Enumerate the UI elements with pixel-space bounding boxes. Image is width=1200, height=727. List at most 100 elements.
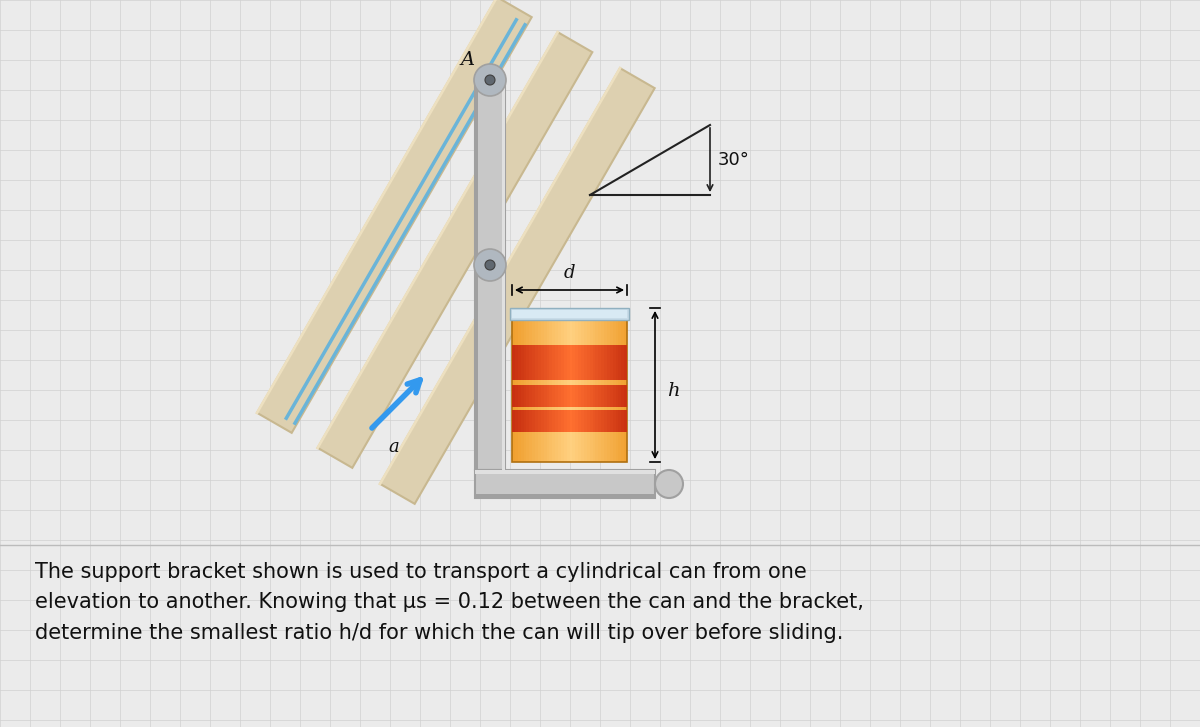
- Bar: [610, 345, 613, 380]
- Bar: [532, 320, 535, 462]
- Bar: [610, 410, 613, 432]
- Bar: [527, 410, 529, 432]
- Bar: [556, 345, 558, 380]
- Bar: [527, 345, 529, 380]
- Bar: [538, 410, 541, 432]
- Bar: [581, 385, 584, 407]
- Bar: [613, 410, 616, 432]
- Bar: [550, 385, 552, 407]
- Bar: [604, 385, 607, 407]
- Bar: [616, 385, 618, 407]
- Bar: [515, 345, 517, 380]
- Text: The support bracket shown is used to transport a cylindrical can from one
elevat: The support bracket shown is used to tra…: [35, 562, 864, 643]
- Bar: [558, 345, 560, 380]
- Bar: [535, 385, 538, 407]
- Circle shape: [485, 260, 496, 270]
- Bar: [515, 320, 517, 462]
- Bar: [595, 410, 599, 432]
- Bar: [475, 80, 505, 470]
- Bar: [622, 320, 624, 462]
- Bar: [572, 385, 575, 407]
- Bar: [546, 385, 550, 407]
- Text: A: A: [460, 51, 474, 69]
- Bar: [510, 308, 629, 320]
- Bar: [523, 385, 527, 407]
- Bar: [624, 320, 628, 462]
- Bar: [601, 410, 604, 432]
- Bar: [552, 410, 556, 432]
- Polygon shape: [380, 68, 655, 504]
- Bar: [618, 410, 622, 432]
- Bar: [517, 385, 521, 407]
- Polygon shape: [318, 32, 593, 468]
- Bar: [581, 410, 584, 432]
- Bar: [624, 410, 628, 432]
- Bar: [556, 385, 558, 407]
- Bar: [544, 410, 546, 432]
- Bar: [599, 345, 601, 380]
- Text: d: d: [564, 264, 575, 282]
- Bar: [523, 320, 527, 462]
- Bar: [529, 320, 532, 462]
- Circle shape: [485, 75, 496, 85]
- Bar: [532, 410, 535, 432]
- Bar: [610, 385, 613, 407]
- Bar: [541, 385, 544, 407]
- Bar: [475, 494, 655, 498]
- Bar: [587, 410, 589, 432]
- Bar: [535, 410, 538, 432]
- Bar: [575, 410, 578, 432]
- Bar: [546, 410, 550, 432]
- Circle shape: [474, 249, 506, 281]
- Bar: [581, 345, 584, 380]
- Bar: [564, 345, 566, 380]
- Bar: [601, 385, 604, 407]
- Bar: [541, 345, 544, 380]
- Bar: [607, 320, 610, 462]
- Bar: [613, 385, 616, 407]
- Bar: [578, 320, 581, 462]
- Bar: [544, 320, 546, 462]
- Bar: [544, 385, 546, 407]
- Bar: [584, 345, 587, 380]
- Bar: [566, 385, 570, 407]
- Bar: [618, 345, 622, 380]
- Bar: [599, 320, 601, 462]
- Bar: [572, 410, 575, 432]
- Bar: [624, 385, 628, 407]
- Bar: [593, 320, 595, 462]
- Bar: [587, 385, 589, 407]
- Bar: [541, 320, 544, 462]
- Bar: [558, 320, 560, 462]
- Bar: [512, 410, 515, 432]
- Bar: [616, 320, 618, 462]
- Bar: [515, 385, 517, 407]
- Text: h: h: [667, 382, 679, 400]
- Bar: [515, 410, 517, 432]
- Bar: [575, 345, 578, 380]
- Bar: [601, 320, 604, 462]
- Bar: [527, 385, 529, 407]
- Circle shape: [474, 64, 506, 96]
- Bar: [529, 345, 532, 380]
- Bar: [618, 385, 622, 407]
- Bar: [601, 345, 604, 380]
- Bar: [584, 320, 587, 462]
- Bar: [622, 345, 624, 380]
- Bar: [607, 410, 610, 432]
- Bar: [570, 410, 572, 432]
- Bar: [512, 345, 515, 380]
- Bar: [593, 385, 595, 407]
- Bar: [475, 470, 655, 474]
- Bar: [550, 410, 552, 432]
- Bar: [552, 320, 556, 462]
- Bar: [587, 345, 589, 380]
- Bar: [512, 320, 628, 462]
- Bar: [578, 345, 581, 380]
- Bar: [521, 345, 523, 380]
- Text: 30°: 30°: [718, 151, 750, 169]
- Bar: [587, 320, 589, 462]
- Bar: [616, 345, 618, 380]
- Bar: [564, 410, 566, 432]
- Bar: [599, 385, 601, 407]
